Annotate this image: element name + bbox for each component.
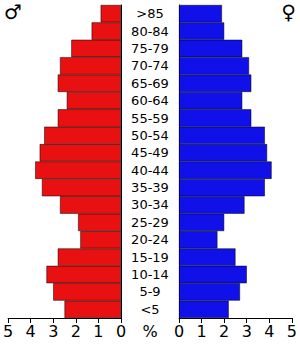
svg-text:5-9: 5-9 xyxy=(139,284,160,299)
svg-text:4: 4 xyxy=(264,322,274,341)
svg-text:10-14: 10-14 xyxy=(131,267,169,282)
svg-text:♂: ♂ xyxy=(4,0,22,24)
svg-text:80-84: 80-84 xyxy=(131,24,169,39)
svg-text:>85: >85 xyxy=(136,6,163,21)
svg-text:3: 3 xyxy=(48,322,58,341)
svg-text:5: 5 xyxy=(3,322,13,341)
svg-text:15-19: 15-19 xyxy=(131,250,169,265)
svg-text:%: % xyxy=(142,322,157,341)
svg-text:2: 2 xyxy=(71,322,81,341)
svg-text:1: 1 xyxy=(196,322,206,341)
svg-text:5: 5 xyxy=(287,322,297,341)
svg-text:3: 3 xyxy=(242,322,252,341)
svg-text:<5: <5 xyxy=(140,302,159,317)
svg-text:0: 0 xyxy=(174,322,184,341)
svg-text:70-74: 70-74 xyxy=(131,58,169,73)
svg-text:25-29: 25-29 xyxy=(131,215,169,230)
svg-text:2: 2 xyxy=(219,322,229,341)
svg-text:65-69: 65-69 xyxy=(131,76,169,91)
svg-text:20-24: 20-24 xyxy=(131,232,169,247)
svg-text:1: 1 xyxy=(93,322,103,341)
svg-text:35-39: 35-39 xyxy=(131,180,169,195)
svg-text:4: 4 xyxy=(26,322,36,341)
svg-text:60-64: 60-64 xyxy=(131,93,169,108)
svg-text:55-59: 55-59 xyxy=(131,111,169,126)
svg-text:75-79: 75-79 xyxy=(131,41,169,56)
svg-text:♀: ♀ xyxy=(281,0,296,24)
svg-text:50-54: 50-54 xyxy=(131,128,169,143)
svg-text:40-44: 40-44 xyxy=(131,163,169,178)
svg-text:45-49: 45-49 xyxy=(131,145,169,160)
svg-text:0: 0 xyxy=(116,322,126,341)
svg-text:30-34: 30-34 xyxy=(131,197,169,212)
